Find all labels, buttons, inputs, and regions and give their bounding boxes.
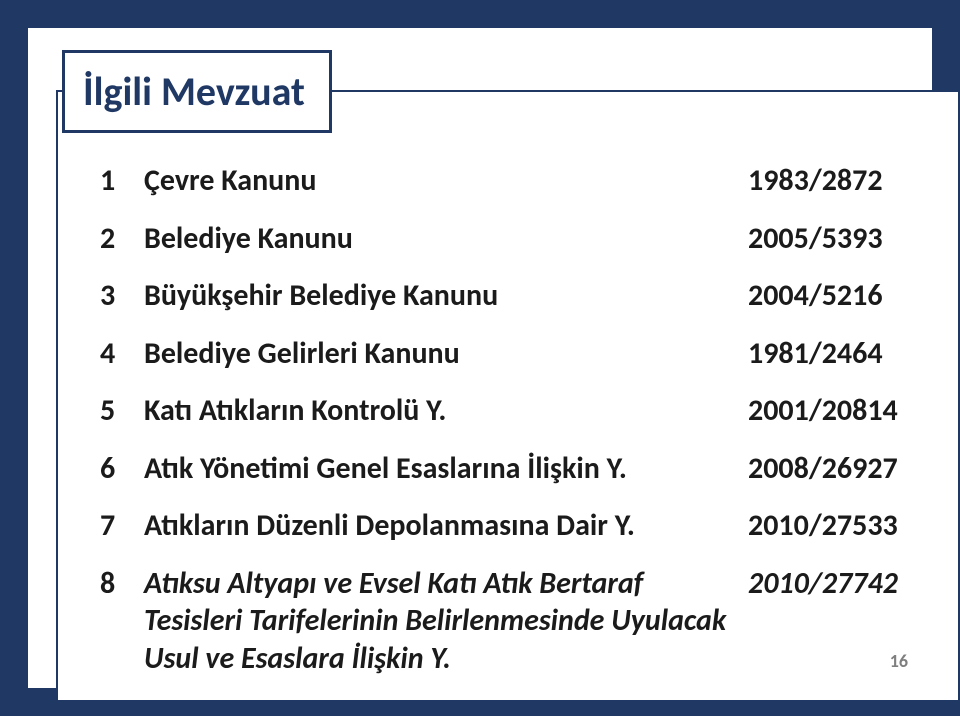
legislation-tbody: 1Çevre Kanunu1983/28722Belediye Kanunu20… — [94, 152, 922, 687]
row-number: 7 — [94, 497, 138, 555]
row-code: 1981/2464 — [742, 325, 922, 383]
row-number: 4 — [94, 325, 138, 383]
table-row: 2Belediye Kanunu2005/5393 — [94, 210, 922, 268]
row-number: 3 — [94, 267, 138, 325]
row-number: 8 — [94, 555, 138, 688]
row-number: 2 — [94, 210, 138, 268]
table-row: 3Büyükşehir Belediye Kanunu2004/5216 — [94, 267, 922, 325]
row-code: 2005/5393 — [742, 210, 922, 268]
table-row: 4Belediye Gelirleri Kanunu1981/2464 — [94, 325, 922, 383]
row-name: Büyükşehir Belediye Kanunu — [138, 267, 742, 325]
table-row: 7Atıkların Düzenli Depolanmasına Dair Y.… — [94, 497, 922, 555]
row-name: Atık Yönetimi Genel Esaslarına İlişkin Y… — [138, 440, 742, 498]
table-row: 1Çevre Kanunu1983/2872 — [94, 152, 922, 210]
row-code: 2010/27533 — [742, 497, 922, 555]
row-name: Çevre Kanunu — [138, 152, 742, 210]
row-number: 5 — [94, 382, 138, 440]
row-code: 2001/20814 — [742, 382, 922, 440]
row-number: 6 — [94, 440, 138, 498]
row-name: Belediye Gelirleri Kanunu — [138, 325, 742, 383]
row-code: 2004/5216 — [742, 267, 922, 325]
title-box: İlgili Mevzuat — [62, 50, 332, 133]
table-row: 8Atıksu Altyapı ve Evsel Katı Atık Berta… — [94, 555, 922, 688]
row-name: Atıkların Düzenli Depolanmasına Dair Y. — [138, 497, 742, 555]
row-number: 1 — [94, 152, 138, 210]
table-row: 6Atık Yönetimi Genel Esaslarına İlişkin … — [94, 440, 922, 498]
row-code: 1983/2872 — [742, 152, 922, 210]
row-name: Belediye Kanunu — [138, 210, 742, 268]
row-name: Katı Atıkların Kontrolü Y. — [138, 382, 742, 440]
content-box: 1Çevre Kanunu1983/28722Belediye Kanunu20… — [56, 90, 960, 702]
row-code: 2008/26927 — [742, 440, 922, 498]
legislation-table: 1Çevre Kanunu1983/28722Belediye Kanunu20… — [94, 152, 922, 687]
page-number: 16 — [890, 650, 908, 672]
table-row: 5Katı Atıkların Kontrolü Y.2001/20814 — [94, 382, 922, 440]
slide: 1Çevre Kanunu1983/28722Belediye Kanunu20… — [0, 0, 960, 716]
row-name: Atıksu Altyapı ve Evsel Katı Atık Bertar… — [138, 555, 742, 688]
slide-title: İlgili Mevzuat — [83, 67, 305, 116]
